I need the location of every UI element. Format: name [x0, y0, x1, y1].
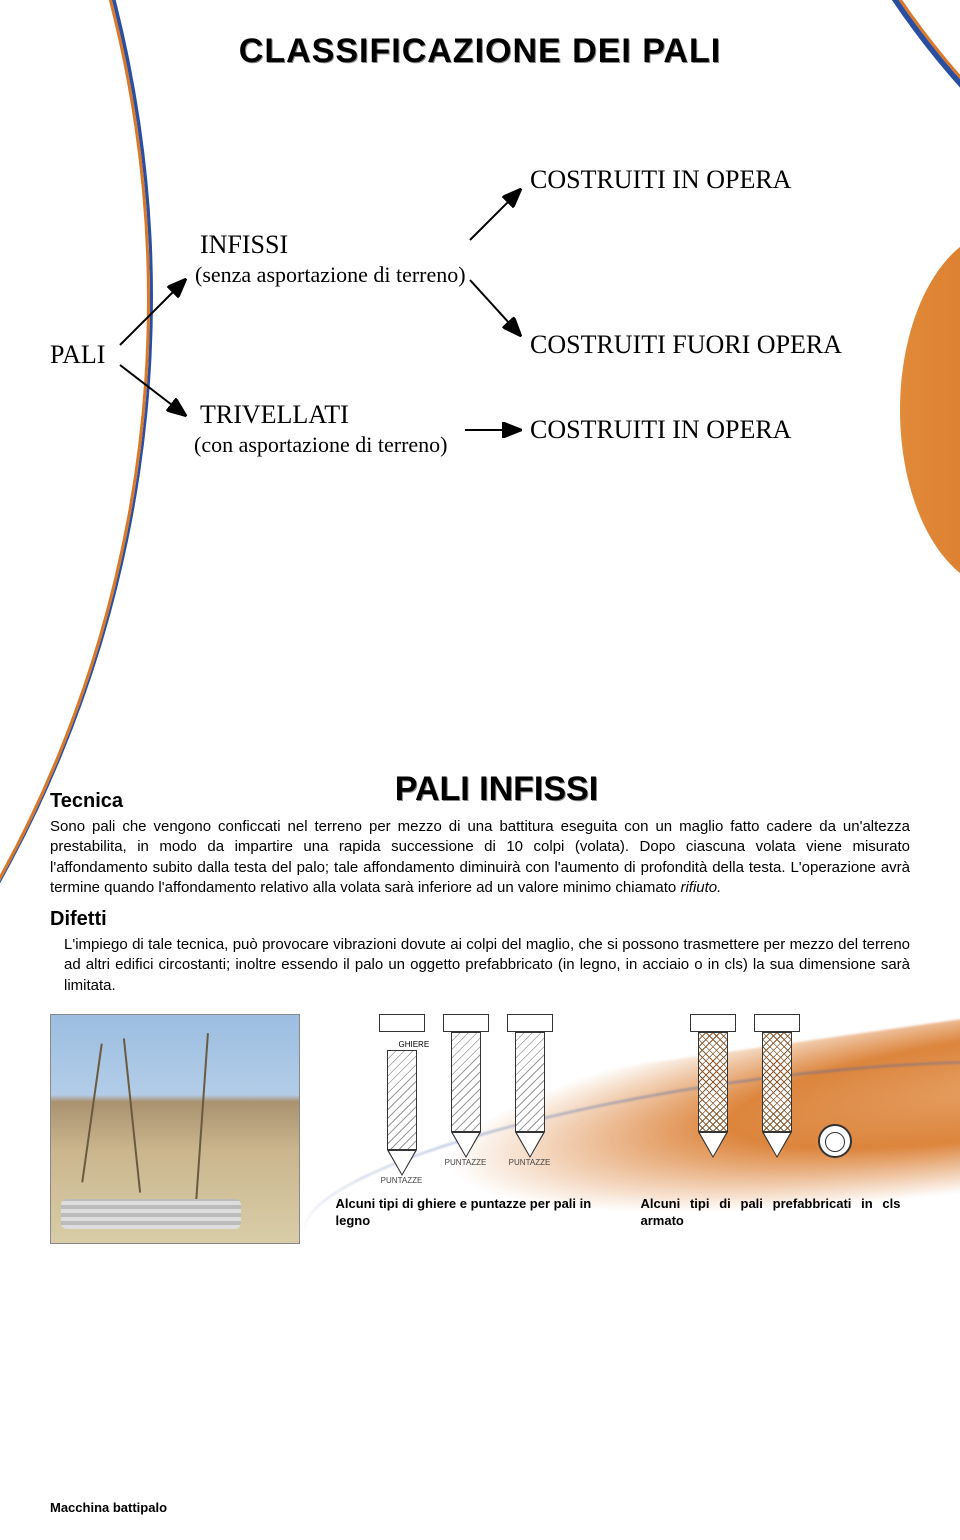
figure-row: GHIERE PUNTAZZE PUNTAZZE PUNTAZZE Alcuni…	[50, 1014, 910, 1244]
sketch-cls-col: Alcuni tipi di pali prefabbricati in cls…	[631, 1014, 910, 1230]
ring-section-icon	[818, 1124, 852, 1158]
caption-cls: Alcuni tipi di pali prefabbricati in cls…	[641, 1196, 901, 1230]
label-puntazze-1: PUNTAZZE	[379, 1176, 425, 1185]
caption-ghiere: Alcuni tipi di ghiere e puntazze per pal…	[336, 1196, 596, 1230]
difetti-body: L'impiego di tale tecnica, può provocare…	[64, 935, 910, 996]
label-ghiere: GHIERE	[399, 1040, 430, 1049]
slide2-title: PALI INFISSI	[83, 770, 910, 809]
tecnica-body-italic: rifiuto.	[680, 879, 721, 896]
tree-arrows	[0, 0, 960, 700]
photo-battipalo	[50, 1014, 300, 1244]
difetti-heading: Difetti	[50, 908, 910, 931]
slide2: Tecnica PALI INFISSI Sono pali che vengo…	[50, 770, 910, 1244]
sketch-ghiere-col: GHIERE PUNTAZZE PUNTAZZE PUNTAZZE Alcuni…	[326, 1014, 605, 1230]
tecnica-body: Sono pali che vengono conficcati nel ter…	[50, 817, 910, 898]
tecnica-body-text: Sono pali che vengono conficcati nel ter…	[50, 818, 910, 896]
label-puntazze-3: PUNTAZZE	[507, 1158, 553, 1167]
label-puntazze-2: PUNTAZZE	[443, 1158, 489, 1167]
caption-photo: Macchina battipalo	[50, 1500, 167, 1515]
